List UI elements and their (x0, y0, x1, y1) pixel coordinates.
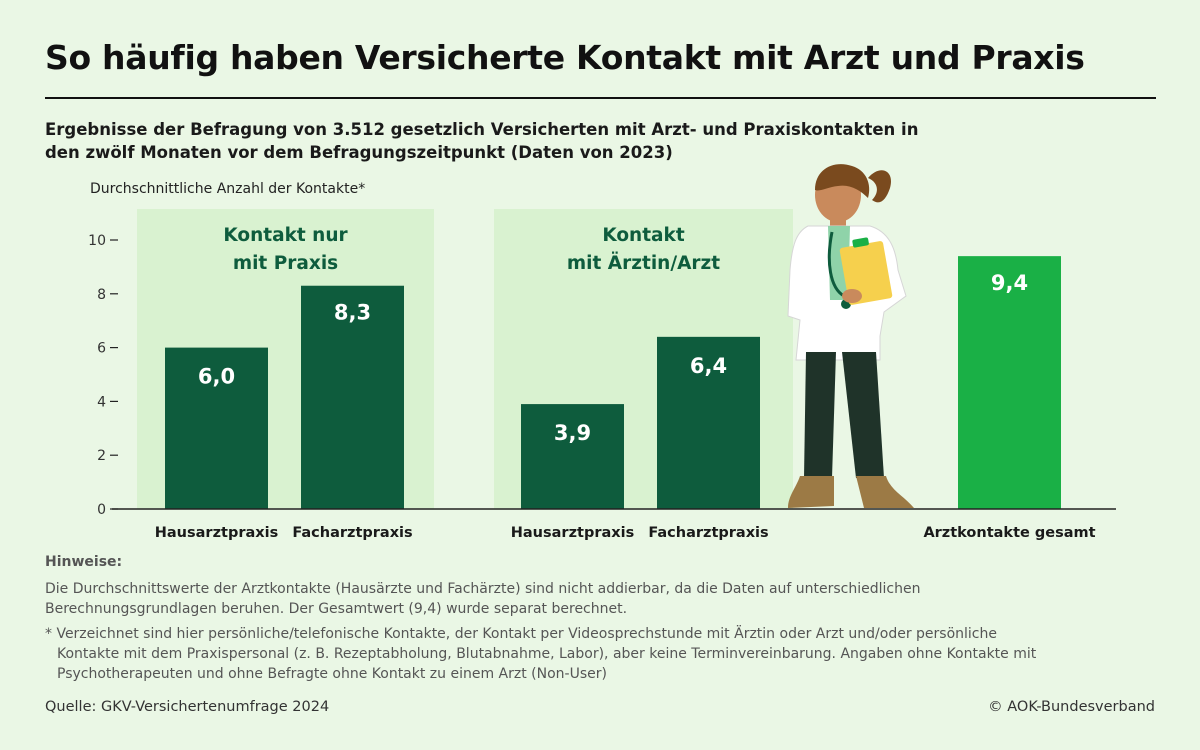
bar (165, 347, 268, 509)
notes-heading: Hinweise: (45, 554, 123, 570)
x-category-label: Arztkontakte gesamt (923, 525, 1095, 541)
group-label: Kontakt (602, 225, 685, 246)
group-label: Kontakt nur (223, 225, 348, 246)
copyright-text: © AOK-Bundesverband (988, 699, 1155, 715)
x-category-label: Hausarztpraxis (155, 525, 278, 541)
bar (958, 256, 1061, 509)
doctor-with-clipboard-illustration (787, 164, 914, 508)
y-tick-label: 4 (97, 394, 106, 410)
bar-value-label: 9,4 (991, 271, 1028, 295)
y-tick-label: 8 (97, 287, 106, 303)
bar-value-label: 8,3 (334, 301, 371, 325)
y-axis-label: Durchschnittliche Anzahl der Kontakte* (90, 181, 365, 197)
bar (301, 285, 404, 509)
bar (657, 336, 760, 509)
bar (521, 404, 624, 509)
x-axis-categories: Hausarztpraxis Facharztpraxis Hausarztprax… (155, 525, 1096, 541)
bar-value-label: 6,0 (198, 365, 235, 389)
chart-subtitle: Ergebnisse der Befragung von 3.512 geset… (45, 120, 919, 162)
note-footnote: * Verzeichnet sind hier persönliche/tele… (45, 626, 1037, 682)
bar-value-label: 3,9 (554, 421, 591, 445)
bars: 6,0 8,3 3,9 6,4 9,4 (165, 256, 1061, 509)
bar-value-label: 6,4 (690, 354, 727, 378)
x-category-label: Hausarztpraxis (511, 525, 634, 541)
x-category-label: Facharztpraxis (292, 525, 412, 541)
y-tick-label: 10 (88, 233, 106, 249)
y-tick-label: 6 (97, 341, 106, 357)
page-title: So häufig haben Versicherte Kontakt mit … (45, 38, 1085, 77)
y-tick-label: 0 (97, 502, 106, 518)
source-text: Quelle: GKV-Versichertenumfrage 2024 (45, 699, 330, 715)
y-tick-label: 2 (97, 448, 106, 464)
y-axis-ticks: 0 2 4 6 8 10 (88, 233, 118, 518)
title-divider (45, 97, 1156, 99)
x-category-label: Facharztpraxis (648, 525, 768, 541)
bar-chart: Kontakt nur mit Praxis Kontakt mit Ärztin/A… (88, 164, 1116, 541)
note-averages: Die Durchschnittswerte der Arztkontakte … (45, 581, 921, 617)
group-label: mit Praxis (233, 253, 338, 274)
group-label: mit Ärztin/Arzt (567, 252, 720, 274)
